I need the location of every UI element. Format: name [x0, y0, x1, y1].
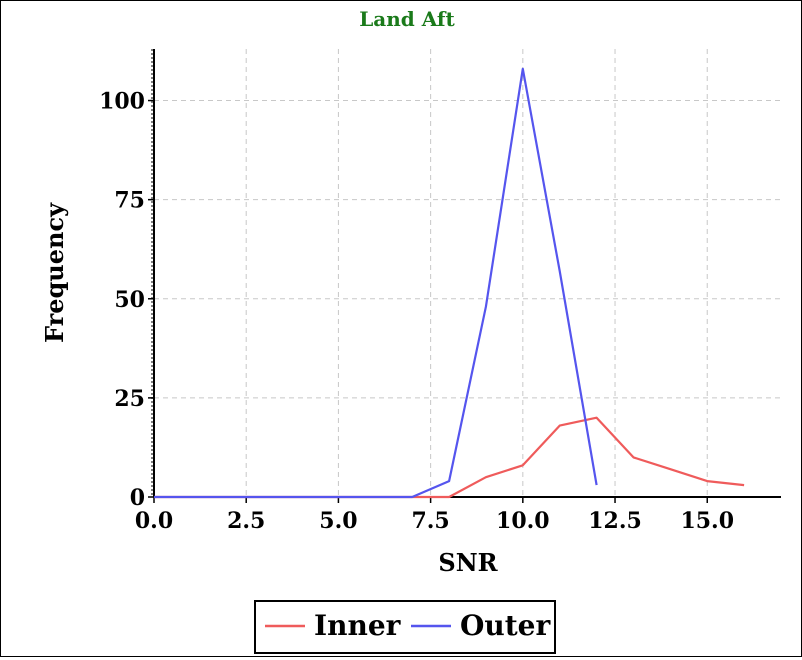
- series-line-inner: [154, 416, 745, 499]
- x-tick-label: 15.0: [680, 508, 734, 534]
- chart-title: Land Aft: [359, 7, 455, 31]
- y-axis-ticks: 0 25 50 75 100: [99, 89, 154, 511]
- y-tick-label: 25: [114, 386, 145, 412]
- x-tick-label: 0.0: [135, 508, 173, 534]
- y-tick-label: 0: [130, 485, 145, 511]
- x-tick-label: 5.0: [319, 508, 357, 534]
- legend-label-inner: Inner: [314, 609, 402, 642]
- y-tick-label: 75: [114, 188, 145, 214]
- x-axis-label: SNR: [438, 548, 498, 577]
- legend: Inner Outer: [254, 600, 556, 654]
- x-axis-ticks: 0.0 2.5 5.0 7.5 10.0 12.5 15.0: [135, 497, 734, 534]
- x-tick-label: 10.0: [496, 508, 550, 534]
- legend-label-outer: Outer: [460, 609, 551, 642]
- y-axis-label: Frequency: [40, 202, 69, 343]
- x-tick-label: 12.5: [588, 508, 642, 534]
- grid-lines: [154, 49, 781, 497]
- y-tick-label: 100: [99, 89, 145, 115]
- y-tick-label: 50: [114, 287, 145, 313]
- series-lines: [154, 67, 745, 499]
- x-tick-label: 7.5: [411, 508, 449, 534]
- x-tick-label: 2.5: [227, 508, 265, 534]
- series-line-outer: [154, 67, 598, 499]
